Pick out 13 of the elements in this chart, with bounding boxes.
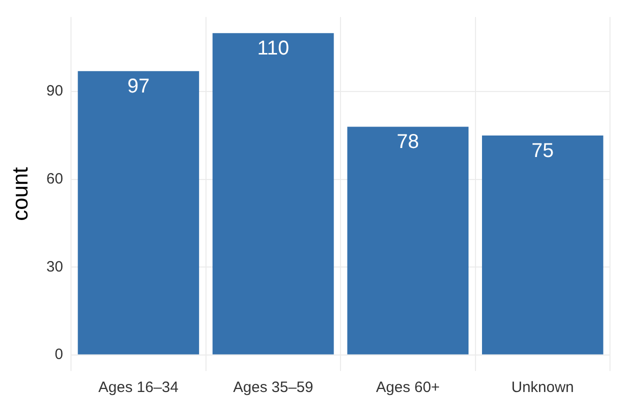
y-tick-label: 60 xyxy=(46,170,64,188)
y-tick-label: 30 xyxy=(46,258,64,276)
data-label: 97 xyxy=(127,76,150,98)
x-tick-label: Ages 35–59 xyxy=(233,379,314,396)
x-tick-label: Unknown xyxy=(511,379,574,396)
data-label: 110 xyxy=(257,38,290,60)
y-tick-label: 90 xyxy=(46,82,64,100)
data-label: 78 xyxy=(396,131,420,154)
data-label: 75 xyxy=(532,140,554,162)
y-axis-title: count xyxy=(7,167,32,221)
y-tick-label: 0 xyxy=(54,346,64,364)
x-tick-label: Ages 16–34 xyxy=(98,379,178,396)
x-tick-label: Ages 60+ xyxy=(376,379,440,396)
